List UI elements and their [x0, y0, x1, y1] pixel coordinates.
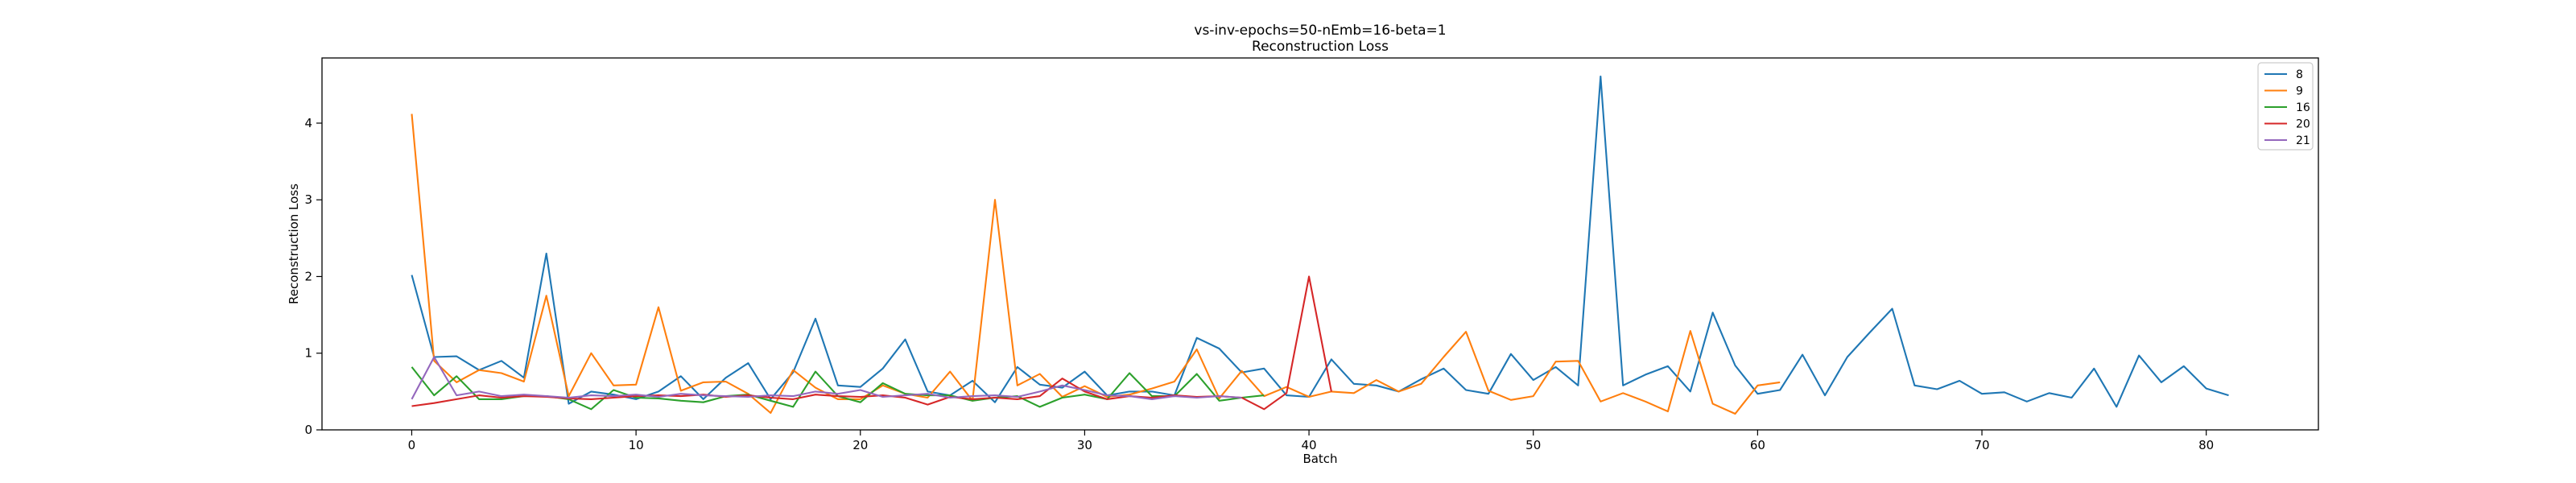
- x-tick-label: 60: [1750, 438, 1765, 452]
- y-tick-label: 0: [304, 423, 312, 437]
- y-tick-label: 2: [304, 269, 312, 283]
- series-line-20: [411, 275, 1332, 411]
- x-tick-label: 30: [1077, 438, 1092, 452]
- legend-label-9: 9: [2296, 85, 2303, 98]
- series-line-9: [411, 114, 1781, 415]
- x-axis-label: Batch: [1302, 452, 1337, 466]
- y-axis-label: Reconstruction Loss: [287, 184, 301, 304]
- series-line-16: [411, 366, 1265, 411]
- legend-label-20: 20: [2296, 118, 2310, 131]
- chart-subtitle: Reconstruction Loss: [1252, 39, 1389, 55]
- x-tick-label: 10: [629, 438, 644, 452]
- series-line-8: [411, 75, 2229, 408]
- x-tick-label: 20: [852, 438, 868, 452]
- legend: 8 9 16 20 21: [2257, 62, 2314, 151]
- series-line-21: [411, 356, 1242, 400]
- y-tick-label: 1: [304, 346, 312, 361]
- legend-label-8: 8: [2296, 68, 2303, 81]
- legend-label-21: 21: [2296, 134, 2310, 147]
- x-tick-label: 80: [2198, 438, 2214, 452]
- x-tick-label: 40: [1302, 438, 1317, 452]
- x-tick-label: 0: [408, 438, 416, 452]
- plot-area-frame: [321, 57, 2319, 431]
- axis-ticks-group: 0 10 20 30 40 50 60 70 80 0 1 2 3 4: [304, 116, 2214, 452]
- legend-label-16: 16: [2296, 101, 2310, 114]
- x-tick-label: 50: [1525, 438, 1541, 452]
- x-tick-label: 70: [1974, 438, 1989, 452]
- y-tick-label: 4: [304, 116, 312, 130]
- chart-title: vs-inv-epochs=50-nEmb=16-beta=1: [1194, 23, 1446, 39]
- y-tick-label: 3: [304, 192, 312, 207]
- plot-series-group: [411, 75, 2229, 415]
